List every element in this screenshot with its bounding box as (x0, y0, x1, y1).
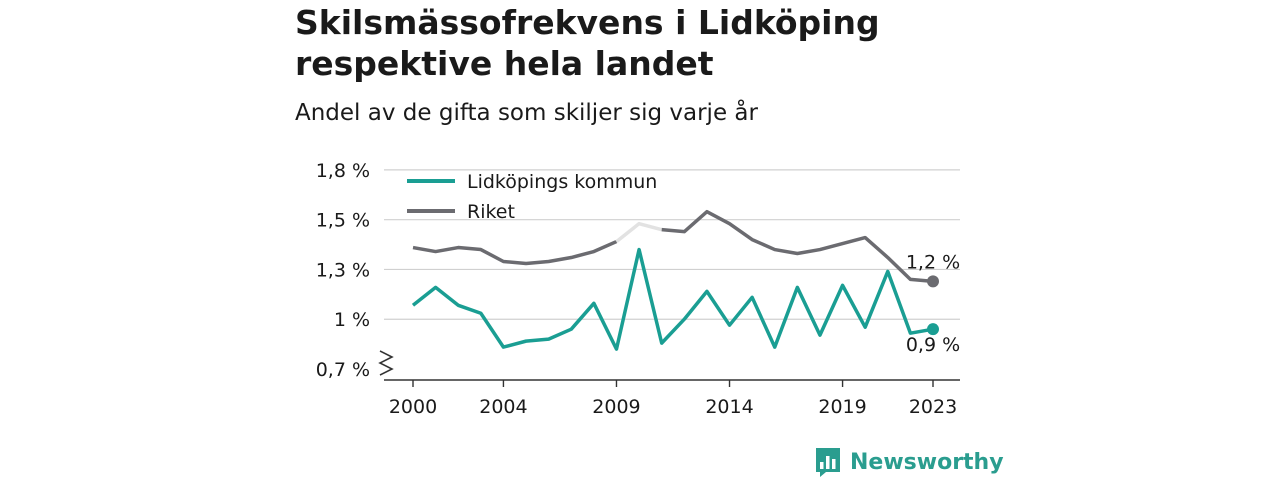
y-tick-label: 1,3 % (316, 259, 370, 281)
legend-label: Lidköpings kommun (467, 171, 657, 193)
x-axis-ticks: 2000 2004 2009 2014 2019 2023 (389, 380, 957, 418)
x-tick-label: 2019 (818, 396, 866, 418)
y-tick-label: 1,5 % (316, 210, 370, 232)
legend: Lidköpings kommun Riket (407, 171, 657, 223)
series-lidkoping-line (411, 247, 934, 351)
series-riket-end-label: 1,2 % (906, 251, 960, 273)
x-tick-label: 2004 (479, 396, 527, 418)
y-tick-label: 0,7 % (316, 359, 370, 381)
series-riket-line (412, 239, 618, 266)
brand-logo: Newsworthy (814, 446, 1004, 478)
y-axis-tick-labels: 0,7 % 1 % 1,3 % 1,5 % 1,8 % (316, 160, 370, 381)
series-lidkoping-end-label: 0,9 % (906, 334, 960, 356)
series-riket-line (661, 209, 934, 284)
y-tick-label: 1,8 % (316, 160, 370, 182)
brand-name: Newsworthy (850, 449, 1004, 475)
x-tick-label: 2000 (389, 396, 437, 418)
x-tick-label: 2009 (592, 396, 640, 418)
series-lidkoping-end-point (927, 323, 939, 336)
chart-title: Skilsmässofrekvens i Lidköping respektiv… (295, 3, 880, 83)
series-riket-end-point (927, 275, 939, 288)
axis-break-icon (378, 350, 394, 376)
x-tick-label: 2023 (909, 396, 957, 418)
grid-lines (384, 169, 960, 320)
bar-chart-speech-bubble-icon (816, 448, 840, 477)
legend-label: Riket (467, 201, 515, 223)
chart-subtitle: Andel av de gifta som skiljer sig varje … (295, 100, 758, 126)
y-tick-label: 1 % (334, 309, 370, 331)
x-tick-label: 2014 (705, 396, 753, 418)
series-lines: 0,9 % 1,2 % (411, 209, 960, 356)
series-riket-line-faded (615, 221, 663, 243)
